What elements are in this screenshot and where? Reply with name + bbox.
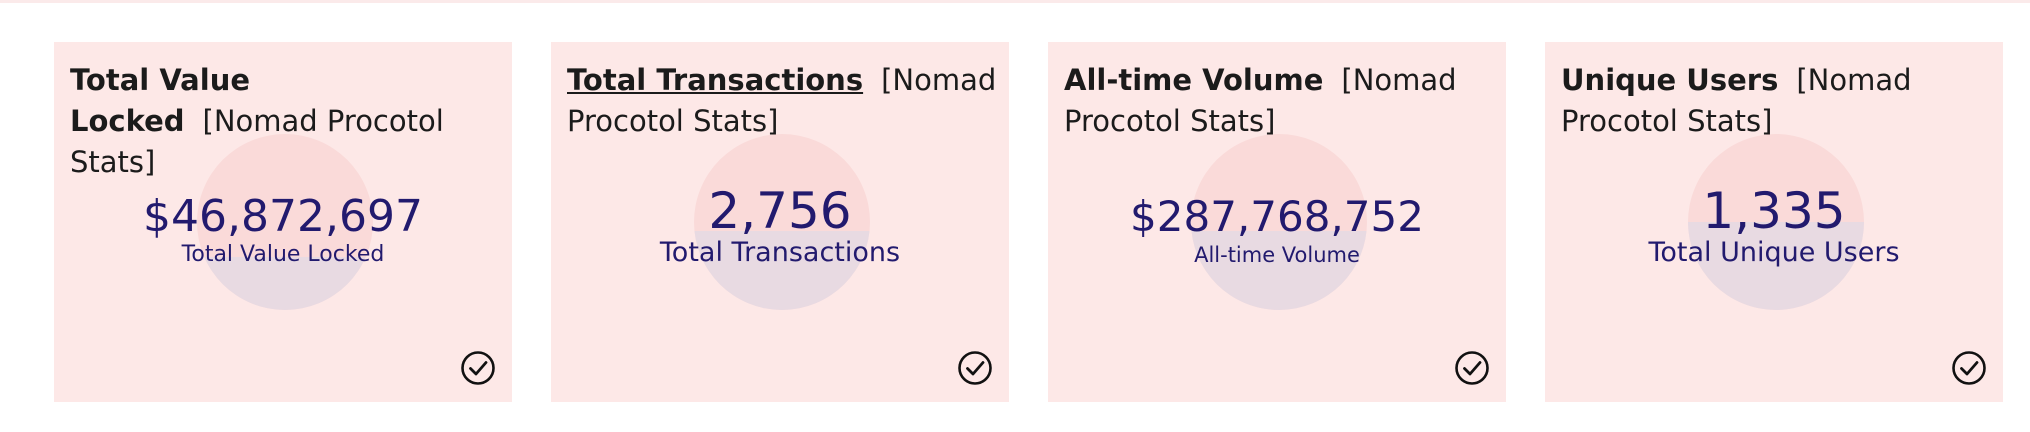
stat-card-all-time-volume: All-time Volume [Nomad Procotol Stats] $2… [1048, 42, 1506, 402]
card-subtitle: [Nomad Procotol Stats] [1561, 63, 1912, 138]
card-title[interactable]: Total Transactions [567, 63, 864, 97]
progress-circle-fill [1191, 230, 1367, 310]
stat-card-unique-users: Unique Users [Nomad Procotol Stats] 1,335… [1545, 42, 2003, 402]
progress-circle [694, 134, 870, 310]
progress-circle [197, 134, 373, 310]
metric-value: 2,756 [708, 182, 852, 240]
card-header: Total Transactions [Nomad Procotol Stats] [567, 60, 997, 142]
metric-value: 1,335 [1702, 182, 1846, 240]
card-subtitle: [Nomad Procotol Stats] [70, 104, 444, 179]
card-title[interactable]: All-time Volume [1064, 63, 1324, 97]
top-divider [0, 0, 2030, 3]
progress-circle-fill [1688, 222, 1864, 310]
progress-circle [1688, 134, 1864, 310]
check-circle-icon[interactable] [1454, 350, 1490, 386]
metric-value: $287,768,752 [1130, 192, 1424, 241]
card-header: Unique Users [Nomad Procotol Stats] [1561, 60, 1991, 142]
progress-circle-fill [197, 257, 373, 310]
metric-label: Total Transactions [659, 237, 901, 268]
check-circle-icon[interactable] [460, 350, 496, 386]
card-header: Total Value Locked [Nomad Procotol Stats] [70, 60, 500, 183]
check-circle-icon[interactable] [957, 350, 993, 386]
stat-card-total-transactions: Total Transactions [Nomad Procotol Stats]… [551, 42, 1009, 402]
metric-label: All-time Volume [1194, 243, 1360, 267]
metric-label: Total Value Locked [181, 242, 385, 267]
check-circle-icon[interactable] [1951, 350, 1987, 386]
card-title[interactable]: Total Value Locked [70, 63, 251, 138]
stat-card-total-value-locked: Total Value Locked [Nomad Procotol Stats]… [54, 42, 512, 402]
card-title[interactable]: Unique Users [1561, 63, 1779, 97]
metric-label: Total Unique Users [1648, 237, 1900, 268]
progress-circle [1191, 134, 1367, 310]
card-subtitle: [Nomad Procotol Stats] [1064, 63, 1457, 138]
card-subtitle: [Nomad Procotol Stats] [567, 63, 997, 138]
card-header: All-time Volume [Nomad Procotol Stats] [1064, 60, 1494, 142]
progress-circle-fill [694, 230, 870, 310]
metric-value: $46,872,697 [143, 191, 423, 242]
